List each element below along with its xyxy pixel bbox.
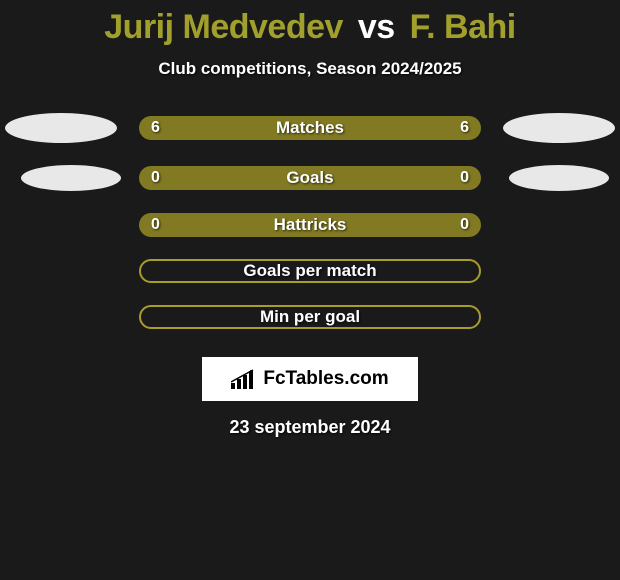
chart-icon: [231, 369, 257, 389]
player-a-marker: [21, 165, 121, 191]
snapshot-date: 23 september 2024: [0, 417, 620, 438]
player-b-name: F. Bahi: [410, 8, 516, 46]
stat-value-b: 0: [460, 169, 469, 187]
vs-separator: vs: [358, 8, 395, 46]
stat-label: Hattricks: [274, 215, 347, 235]
stat-value-b: 6: [460, 119, 469, 137]
player-b-marker: [509, 165, 609, 191]
stat-bar: Min per goal: [139, 305, 481, 329]
bar-fill-b: [310, 166, 481, 190]
player-a-name: Jurij Medvedev: [104, 8, 343, 46]
stat-row: 6 6 Matches: [0, 113, 620, 143]
stat-value-b: 0: [460, 216, 469, 234]
comparison-title: Jurij Medvedev vs F. Bahi: [0, 0, 620, 47]
stat-bar: 6 6 Matches: [139, 116, 481, 140]
stat-row: Min per goal: [0, 305, 620, 329]
stat-row: 0 0 Goals: [0, 165, 620, 191]
stat-bar: 0 0 Hattricks: [139, 213, 481, 237]
stat-value-a: 0: [151, 169, 160, 187]
stat-label: Min per goal: [260, 307, 360, 327]
player-a-marker: [5, 113, 117, 143]
stat-label: Matches: [276, 118, 344, 138]
bar-fill-a: [139, 166, 310, 190]
oval-holder-left: [1, 165, 121, 191]
subtitle: Club competitions, Season 2024/2025: [0, 59, 620, 79]
player-b-marker: [503, 113, 615, 143]
logo-text: FcTables.com: [263, 368, 388, 390]
stat-row: Goals per match: [0, 259, 620, 283]
stat-value-a: 0: [151, 216, 160, 234]
oval-holder-right: [499, 113, 619, 143]
stat-rows: 6 6 Matches 0 0 Goals 0 0 Hattricks Goals per mat…: [0, 113, 620, 329]
stat-value-a: 6: [151, 119, 160, 137]
source-logo: FcTables.com: [202, 357, 418, 401]
oval-holder-right: [499, 165, 619, 191]
stat-label: Goals per match: [243, 261, 376, 281]
stat-row: 0 0 Hattricks: [0, 213, 620, 237]
stat-bar: Goals per match: [139, 259, 481, 283]
stat-label: Goals: [286, 168, 333, 188]
oval-holder-left: [1, 113, 121, 143]
stat-bar: 0 0 Goals: [139, 166, 481, 190]
